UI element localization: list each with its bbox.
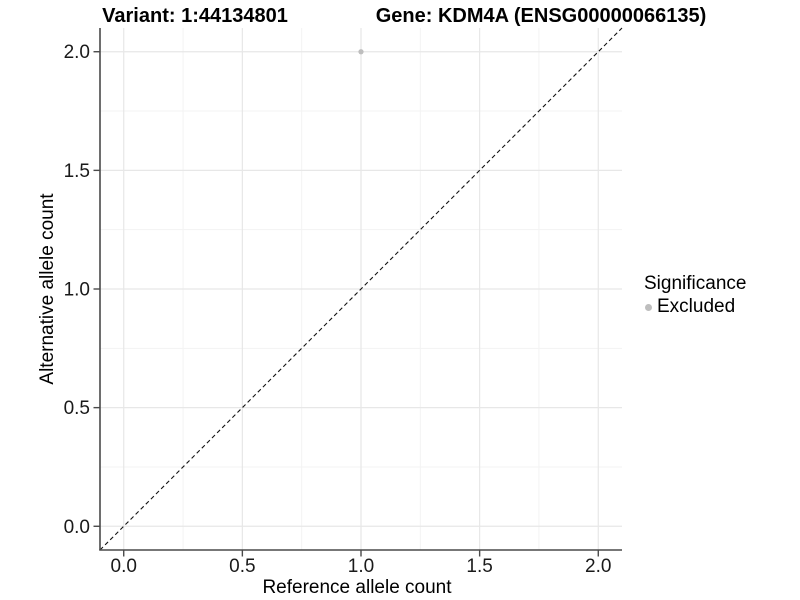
y-tick-label: 1.0 (64, 280, 90, 301)
axis-tick-labels: 0.0 0.5 1.0 1.5 2.0 0.0 0.5 1.0 1.5 2.0 (64, 42, 612, 577)
legend-title: Significance (644, 273, 747, 294)
legend-item-excluded: Excluded (644, 296, 746, 318)
y-tick-label: 0.0 (64, 517, 90, 538)
plot-title-variant: Variant: 1:44134801 (102, 5, 288, 27)
x-tick-label: 1.5 (466, 556, 492, 577)
y-tick-label: 0.5 (64, 398, 90, 419)
x-tick-label: 0.0 (111, 556, 137, 577)
x-tick-label: 1.0 (348, 556, 374, 577)
x-tick-label: 0.5 (229, 556, 255, 577)
legend-item-label: Excluded (657, 296, 736, 317)
x-tick-label: 2.0 (585, 556, 611, 577)
axis-ticks (93, 51, 599, 557)
plot-title-gene: Gene: KDM4A (ENSG00000066135) (375, 5, 707, 27)
y-tick-label: 2.0 (64, 42, 90, 63)
y-tick-label: 1.5 (64, 161, 90, 182)
x-axis-title: Reference allele count (262, 577, 452, 598)
legend-key-dot-icon (645, 303, 652, 311)
data-points (358, 49, 364, 55)
data-point-excluded (358, 49, 364, 55)
identity-reference-line (99, 27, 623, 551)
legend: Significance Excluded (644, 273, 746, 318)
y-axis-title: Alternative allele count (37, 193, 58, 385)
